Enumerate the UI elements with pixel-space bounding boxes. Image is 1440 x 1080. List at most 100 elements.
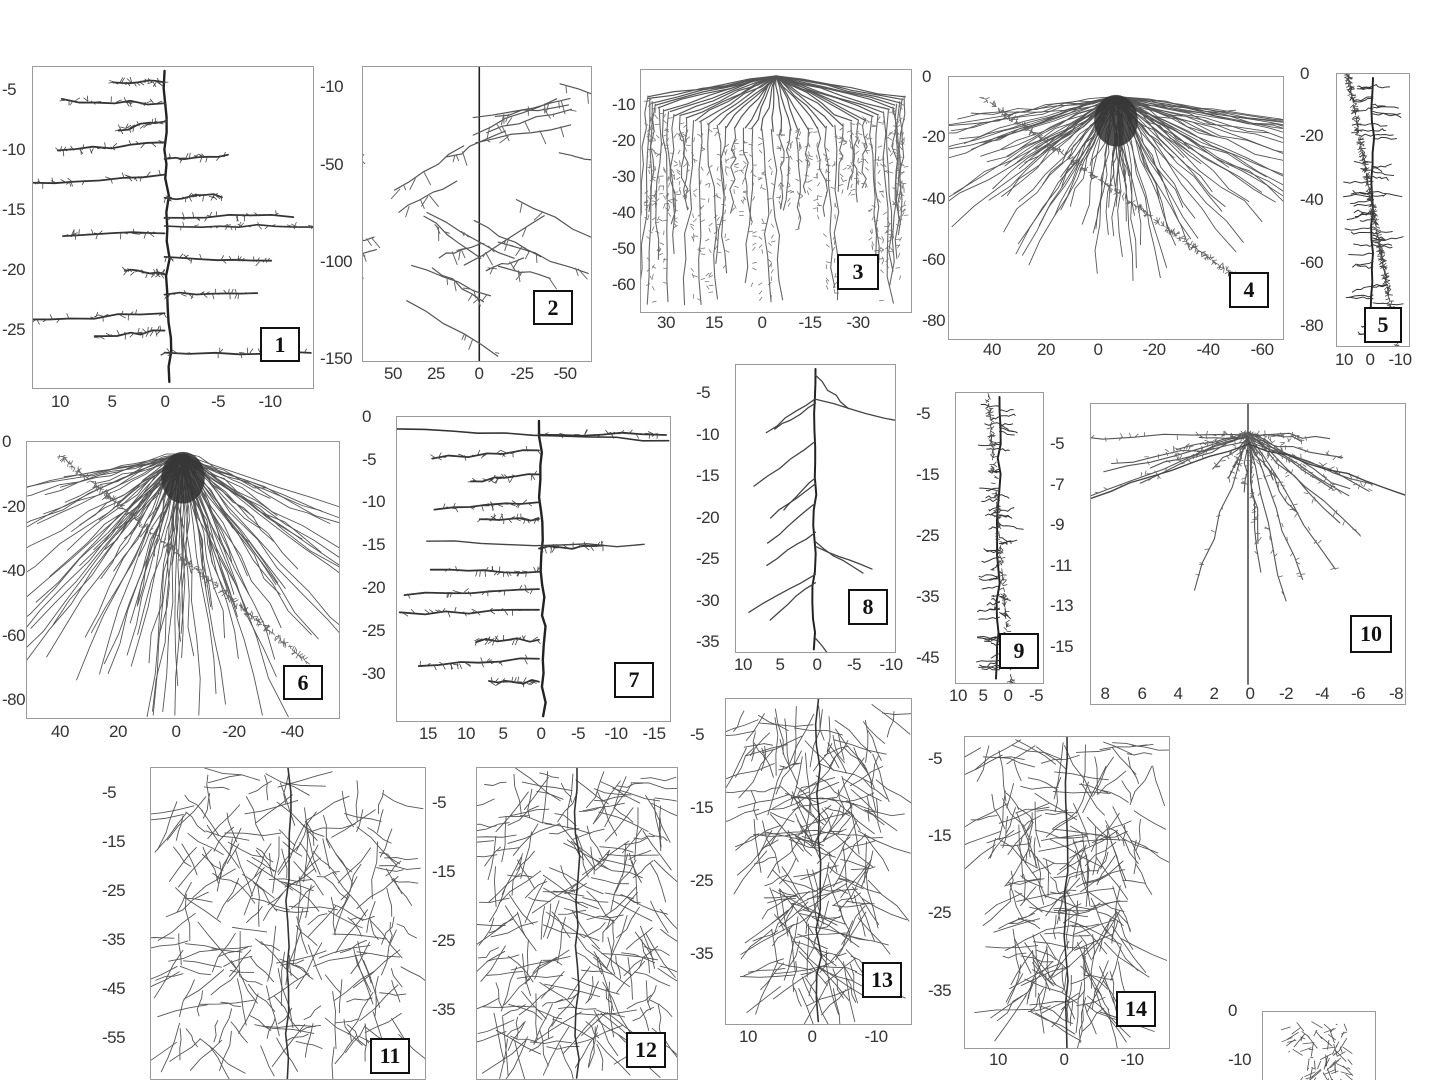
x-axis-tick-label: -50 (553, 364, 577, 383)
x-axis-tick-label: 0 (1093, 340, 1103, 359)
y-axis-tick-label: -5 (1050, 434, 1065, 453)
y-axis-tick-label: -20 (922, 127, 946, 146)
x-axis-tick-label: 5 (107, 392, 117, 411)
y-axis-tick-label: -15 (2, 200, 26, 219)
x-axis-tick-label: 0 (474, 364, 484, 383)
x-axis-tick-label: 0 (757, 313, 767, 332)
x-axis-tick-label: 0 (171, 722, 181, 741)
root-system-drawing (27, 451, 339, 718)
x-axis-tick-label: 0 (1365, 350, 1375, 369)
x-axis-tick-label: 10 (1335, 350, 1353, 369)
y-axis-tick-label: -25 (362, 621, 386, 640)
x-axis-tick-label: 2 (1209, 684, 1219, 703)
y-axis-tick-label: -5 (916, 404, 931, 423)
y-axis-tick-label: -15 (432, 862, 456, 881)
x-axis-tick-label: -10 (1120, 1050, 1144, 1069)
x-axis-tick-label: 4 (1173, 684, 1183, 703)
root-plot-panel-10 (1090, 403, 1406, 705)
x-axis-tick-label: 10 (457, 724, 475, 743)
y-axis-tick-label: -5 (2, 80, 17, 99)
y-axis-tick-label: -30 (612, 167, 636, 186)
x-axis-tick-label: 5 (978, 686, 988, 705)
x-axis-tick-label: -5 (210, 392, 226, 411)
y-axis-tick-label: -13 (1050, 596, 1074, 615)
y-axis-tick-label: -20 (2, 260, 26, 279)
x-axis-tick-label: 8 (1100, 684, 1110, 703)
panel-number-badge: 5 (1364, 307, 1402, 343)
y-axis-tick-label: -60 (2, 626, 26, 645)
y-axis-tick-label: -10 (2, 140, 26, 159)
x-axis-tick-label: 5 (775, 655, 785, 674)
y-axis-tick-label: -25 (916, 526, 940, 545)
y-axis-tick-label: -15 (928, 826, 952, 845)
x-axis-tick-label: 0 (812, 655, 822, 674)
panel-number-badge: 13 (862, 962, 902, 998)
x-axis-tick-label: 30 (657, 313, 675, 332)
y-axis-tick-label: 0 (2, 432, 11, 451)
y-axis-tick-label: -80 (922, 311, 946, 330)
x-axis-tick-label: -5 (1028, 686, 1044, 705)
y-axis-tick-label: 0 (362, 407, 371, 426)
y-axis-tick-label: -15 (1050, 637, 1074, 656)
y-axis-tick-label: -40 (1300, 190, 1324, 209)
y-axis-tick-label: -15 (696, 466, 720, 485)
x-axis-tick-label: 10 (734, 655, 752, 674)
y-axis-tick-label: -25 (928, 903, 952, 922)
y-axis-tick-label: -100 (320, 252, 353, 271)
y-axis-tick-label: -5 (928, 749, 943, 768)
panel-number-badge: 9 (999, 633, 1039, 669)
root-system-drawing (748, 367, 895, 652)
y-axis-tick-label: -25 (2, 320, 26, 339)
root-system-drawing (949, 94, 1283, 291)
root-plot-panel-4 (948, 76, 1284, 340)
x-axis-tick-label: -6 (1350, 684, 1366, 703)
y-axis-tick-label: -11 (1050, 556, 1072, 575)
y-axis-tick-label: -9 (1050, 515, 1065, 534)
panel-number-badge: 14 (1116, 991, 1156, 1027)
y-axis-tick-label: -35 (928, 981, 952, 1000)
y-axis-tick-label: -25 (696, 549, 720, 568)
y-axis-tick-label: -10 (320, 77, 344, 96)
y-axis-tick-label: -20 (1300, 126, 1324, 145)
root-plot-panel-15 (1262, 1011, 1376, 1080)
y-axis-tick-label: -5 (102, 783, 117, 802)
x-axis-tick-label: 0 (1003, 686, 1013, 705)
y-axis-tick-label: -60 (1300, 253, 1324, 272)
root-system-drawing (641, 75, 909, 306)
x-axis-tick-label: 20 (109, 722, 127, 741)
panel-number-badge: 12 (626, 1032, 666, 1068)
y-axis-tick-label: -5 (696, 383, 711, 402)
y-axis-tick-label: -10 (696, 425, 720, 444)
y-axis-tick-label: -35 (696, 632, 720, 651)
y-axis-tick-label: -35 (690, 944, 714, 963)
y-axis-tick-label: -150 (320, 349, 353, 368)
y-axis-tick-label: -40 (612, 203, 636, 222)
x-axis-tick-label: -10 (1388, 350, 1412, 369)
x-axis-tick-label: 10 (989, 1050, 1007, 1069)
root-system-drawing (151, 768, 425, 1079)
y-axis-tick-label: -20 (612, 131, 636, 150)
y-axis-tick-label: -10 (362, 492, 386, 511)
y-axis-tick-label: -35 (102, 930, 126, 949)
y-axis-tick-label: -40 (2, 561, 26, 580)
x-axis-tick-label: -8 (1388, 684, 1404, 703)
x-axis-tick-label: 15 (705, 313, 723, 332)
y-axis-tick-label: -10 (1228, 1050, 1252, 1069)
root-plot-panel-12 (476, 767, 678, 1080)
y-axis-tick-label: -30 (362, 664, 386, 683)
y-axis-tick-label: -5 (432, 793, 447, 812)
root-system-drawing (1091, 404, 1405, 685)
y-axis-tick-label: -20 (696, 508, 720, 527)
x-axis-tick-label: -10 (258, 392, 282, 411)
x-axis-tick-label: -20 (222, 722, 246, 741)
panel-number-badge: 1 (260, 327, 300, 362)
y-axis-tick-label: 0 (922, 67, 931, 86)
y-axis-tick-label: 0 (1300, 64, 1309, 83)
x-axis-tick-label: -4 (1314, 684, 1330, 703)
x-axis-tick-label: 6 (1137, 684, 1147, 703)
x-axis-tick-label: -60 (1250, 340, 1274, 359)
y-axis-tick-label: -60 (612, 275, 636, 294)
x-axis-tick-label: 10 (51, 392, 69, 411)
root-system-drawing (726, 699, 911, 1024)
root-system-drawing (397, 419, 670, 718)
